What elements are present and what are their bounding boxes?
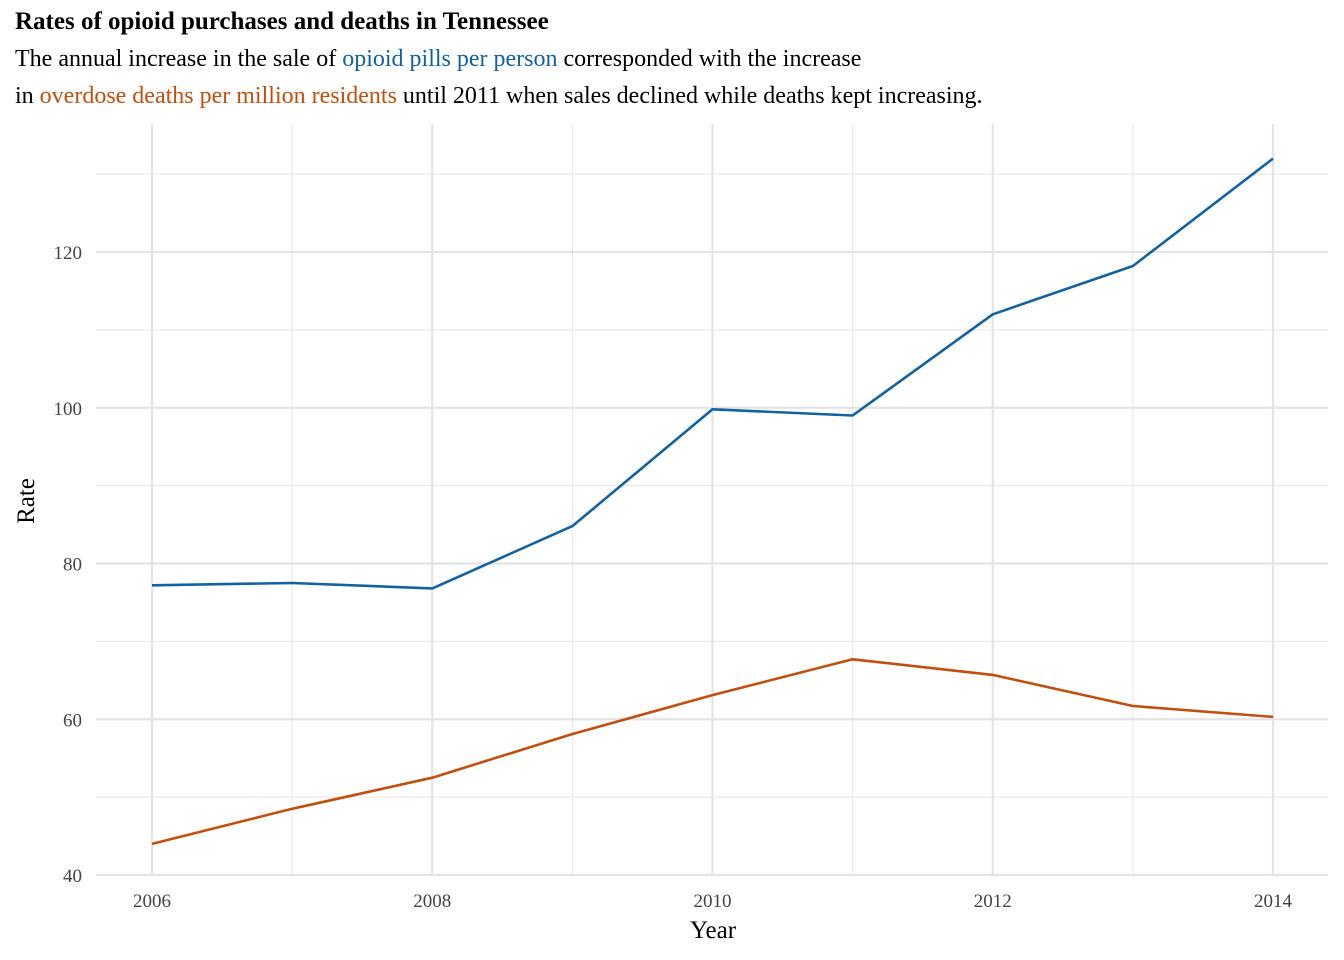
y-tick-label: 100 (54, 399, 83, 420)
subtitle-text: until 2011 when sales declined while dea… (396, 83, 983, 109)
x-tick-label: 2014 (1254, 891, 1293, 912)
subtitle-text: in (15, 83, 40, 109)
y-tick-label: 80 (63, 555, 82, 576)
series-lines (151, 157, 1274, 846)
y-axis-title: Rate (13, 478, 40, 524)
x-tick-label: 2010 (694, 891, 732, 912)
x-tick-label: 2008 (413, 891, 451, 912)
series-line-pills-per-person (151, 157, 1274, 590)
y-tick-label: 120 (54, 243, 83, 264)
x-tick-label: 2012 (974, 891, 1012, 912)
chart-subtitle-line-2: in overdose deaths per million residents… (15, 83, 983, 110)
y-axis-ticks: 40 60 80 100 120 (54, 243, 83, 887)
y-tick-label: 40 (63, 866, 82, 887)
x-axis-ticks: 2006 2008 2010 2012 2014 (133, 891, 1293, 912)
x-tick-label: 2006 (133, 891, 171, 912)
subtitle-text: corresponded with the increase (557, 46, 862, 72)
chart-title: Rates of opioid purchases and deaths in … (15, 8, 549, 35)
subtitle-highlight-deaths: overdose deaths per million residents (39, 83, 397, 109)
y-tick-label: 60 (63, 710, 82, 731)
series-line-deaths-per-million (151, 657, 1274, 846)
x-axis-title: Year (690, 917, 737, 944)
chart-subtitle-line-1: The annual increase in the sale of opioi… (15, 46, 861, 73)
subtitle-highlight-pills: opioid pills per person (342, 46, 558, 72)
subtitle-text: The annual increase in the sale of (15, 46, 343, 72)
major-gridlines (96, 124, 1328, 877)
